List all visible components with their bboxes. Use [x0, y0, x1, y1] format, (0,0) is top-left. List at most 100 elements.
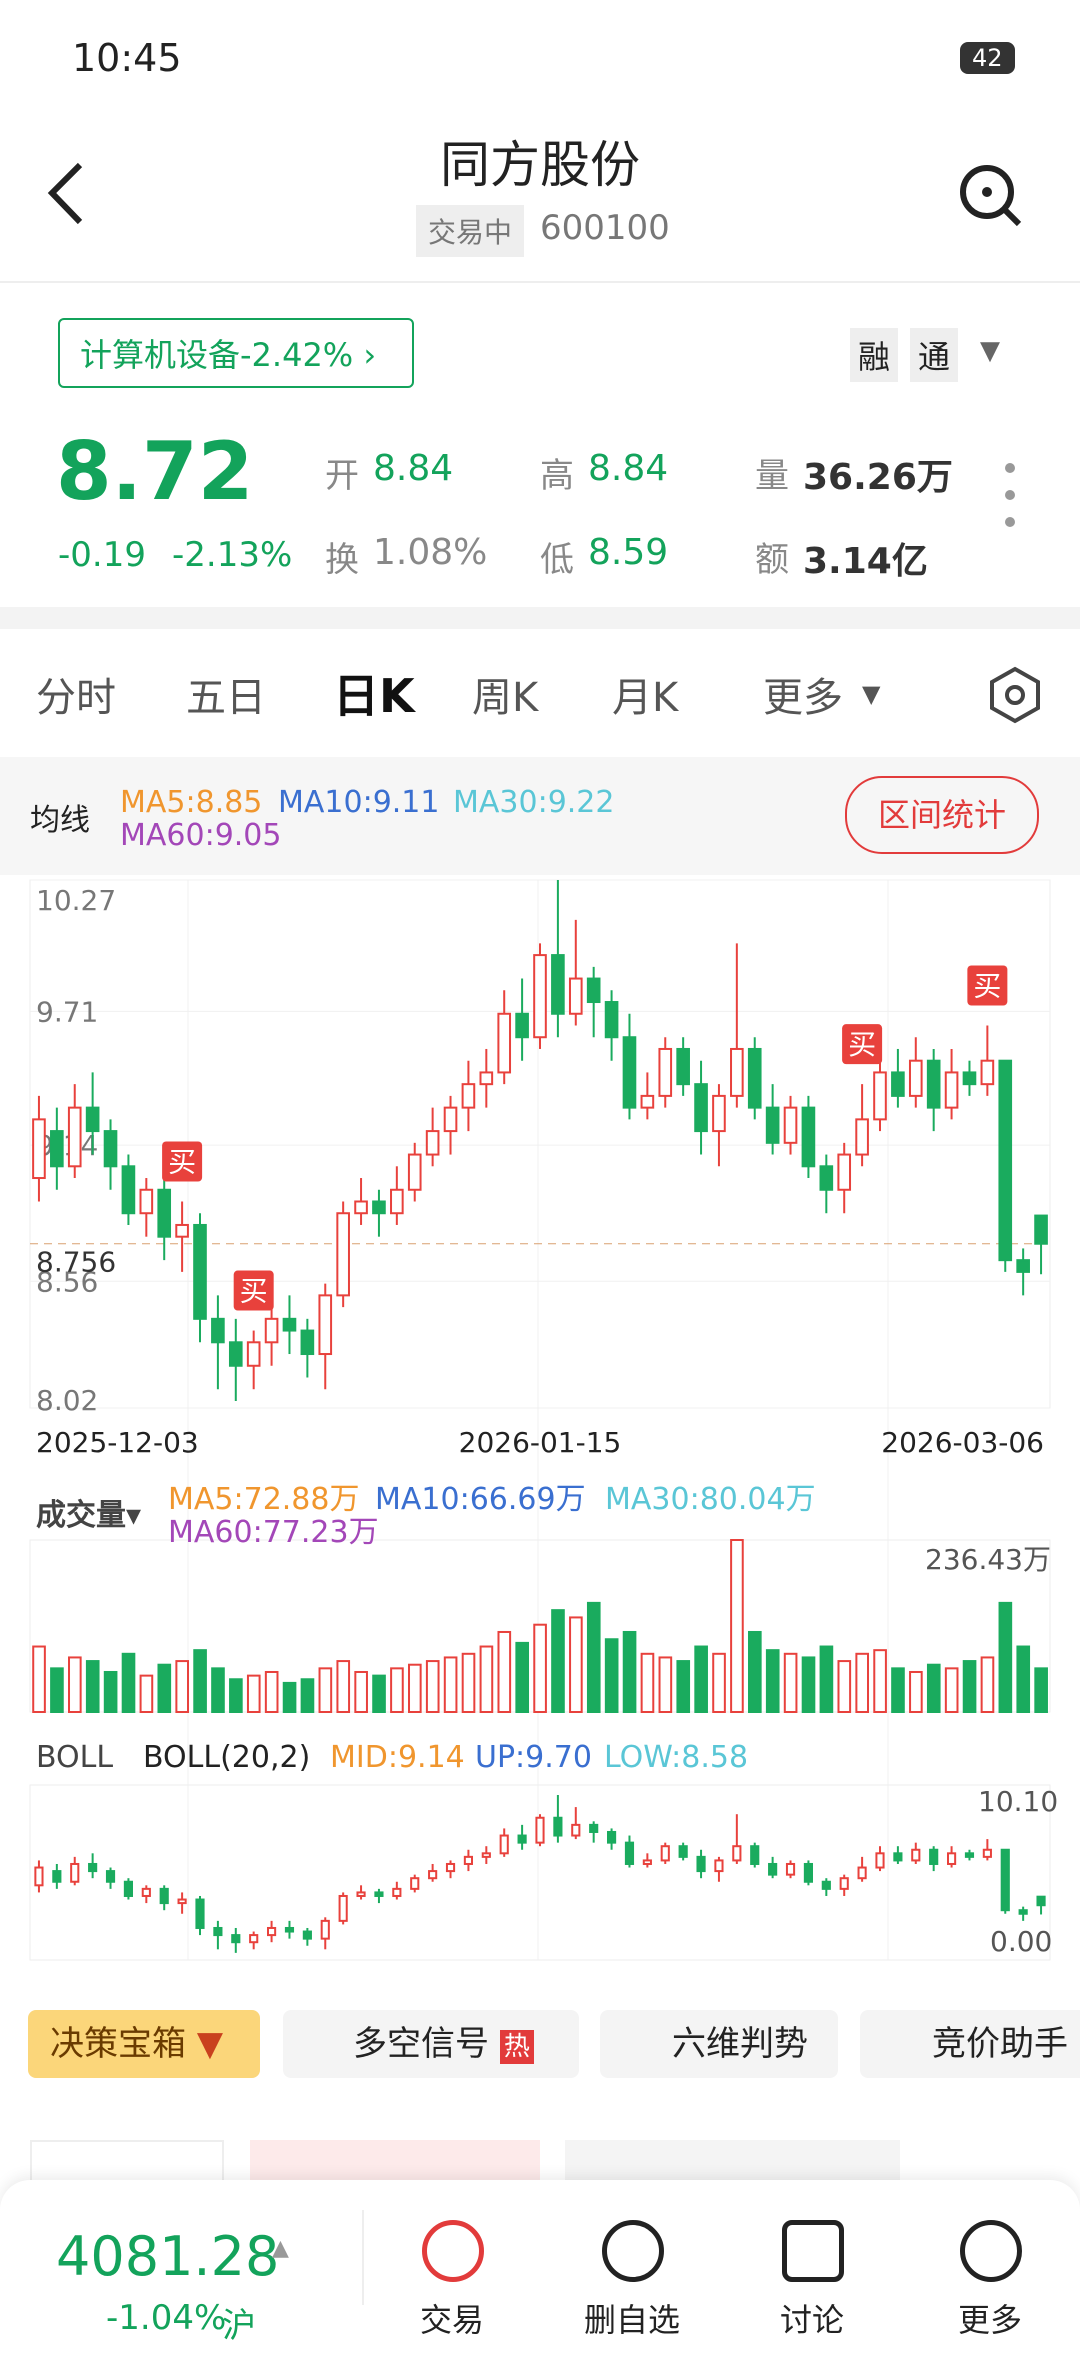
tab[interactable]: 分时: [36, 675, 116, 721]
candle-body: [1016, 1259, 1030, 1273]
candle-body: [642, 1859, 652, 1865]
candle-body: [962, 1071, 977, 1086]
range-stats-button[interactable]: 区间统计: [845, 776, 1039, 854]
candle-body: [318, 1294, 333, 1356]
back-button[interactable]: [40, 160, 100, 230]
candle-body: [750, 1845, 760, 1865]
volume-bar: [318, 1667, 333, 1713]
volume-bar: [103, 1670, 118, 1714]
tab[interactable]: 更多: [763, 675, 843, 721]
candle-body: [947, 1852, 957, 1865]
card: [565, 2140, 900, 2180]
candle-body: [533, 954, 547, 1039]
candle-body: [338, 1894, 348, 1922]
volume-bar: [425, 1660, 440, 1713]
boll-mid: MID:9.14: [330, 1740, 465, 1775]
boll-frame: [29, 1784, 1051, 1961]
candle-body: [998, 1059, 1013, 1262]
ma5: MA5:8.85: [120, 785, 263, 820]
volume-bar: [300, 1678, 315, 1714]
card: [30, 2140, 224, 2182]
index-arrow: ▲: [272, 2236, 289, 2261]
candle-body: [765, 1106, 780, 1144]
volume-bar: [139, 1674, 154, 1714]
volume-bar: [980, 1656, 995, 1713]
candle-body: [141, 1887, 151, 1897]
candle-body: [821, 1880, 831, 1890]
stock-code: 600100: [540, 208, 670, 248]
candle-body: [855, 1118, 869, 1156]
search-button[interactable]: [955, 160, 1025, 230]
candle-body: [676, 1047, 690, 1086]
field-label: 低: [540, 540, 574, 580]
volume-bar: [819, 1645, 834, 1714]
more-menu[interactable]: [995, 460, 1025, 530]
action-label[interactable]: 更多: [957, 2301, 1022, 2339]
candle-body: [302, 1930, 312, 1940]
divider: [362, 2210, 364, 2305]
tab[interactable]: 月K: [612, 675, 679, 721]
vol-ma5: MA5:72.88万: [168, 1482, 360, 1517]
action-icon: [782, 2220, 844, 2282]
tab[interactable]: 日K: [333, 669, 415, 723]
candle-body: [139, 1188, 154, 1215]
candle-body: [52, 1870, 62, 1883]
candle-body: [497, 1012, 512, 1074]
candle-body: [284, 1926, 295, 1933]
candle-body: [443, 1106, 458, 1133]
volume-bar: [32, 1645, 46, 1714]
industry-tag[interactable]: 计算机设备-2.42% ›: [58, 318, 414, 388]
candle-body: [85, 1106, 100, 1133]
candle-body: [589, 1823, 599, 1833]
tool-button[interactable]: 竞价助手: [860, 2010, 1080, 2078]
current-price-label: 8.756: [36, 1246, 116, 1279]
change: -0.19: [58, 535, 146, 575]
volume-bar: [50, 1667, 64, 1713]
settings-button[interactable]: [985, 665, 1045, 725]
candle-body: [481, 1852, 491, 1858]
volume-bar: [551, 1609, 565, 1714]
action-label[interactable]: 交易: [419, 2301, 484, 2339]
candle-body: [177, 1898, 187, 1905]
volume-bar: [604, 1638, 619, 1714]
candle-body: [372, 1200, 386, 1215]
candle-body: [228, 1341, 243, 1367]
candle-body: [873, 1071, 887, 1121]
candle-body: [246, 1341, 261, 1367]
volume-bar: [801, 1656, 816, 1713]
tool-button[interactable]: 决策宝箱 ▼: [28, 2010, 260, 2078]
candle-body: [445, 1862, 456, 1873]
candle-body: [407, 1153, 422, 1191]
candle-body: [499, 1834, 509, 1855]
tab[interactable]: 五日: [186, 675, 266, 721]
volume-bar: [1016, 1645, 1031, 1714]
action-label[interactable]: 删自选: [583, 2301, 680, 2339]
candle-body: [213, 1926, 223, 1937]
action-label[interactable]: 讨论: [779, 2301, 844, 2339]
volume-bar: [926, 1663, 941, 1713]
tool-button[interactable]: 多空信号 热: [283, 2010, 579, 2078]
volume-bar: [712, 1652, 726, 1713]
candle-body: [747, 1047, 762, 1109]
trade-status: 交易中: [416, 205, 525, 257]
candle-body: [891, 1071, 905, 1097]
y-tick-label: 10.27: [36, 884, 116, 917]
action-icon: [960, 2220, 1022, 2282]
field-value: 8.84: [373, 448, 454, 489]
candle-body: [67, 1106, 82, 1168]
dropdown[interactable]: ▼: [980, 336, 1000, 366]
candle-body: [944, 1071, 959, 1109]
price: 8.72: [56, 425, 254, 518]
ma30: MA30:9.22: [453, 785, 615, 820]
candle-body: [123, 1880, 133, 1897]
tab[interactable]: 周K: [472, 675, 539, 721]
tool-button[interactable]: 六维判势: [600, 2010, 838, 2078]
change-pct: -2.13%: [172, 535, 293, 575]
vol-ma60: MA60:77.23万: [168, 1515, 379, 1550]
candle-body: [157, 1188, 172, 1238]
candle-body: [356, 1891, 366, 1897]
buy-signal: [162, 1141, 203, 1182]
candle-body: [964, 1852, 975, 1858]
field-value: 8.59: [588, 532, 669, 573]
